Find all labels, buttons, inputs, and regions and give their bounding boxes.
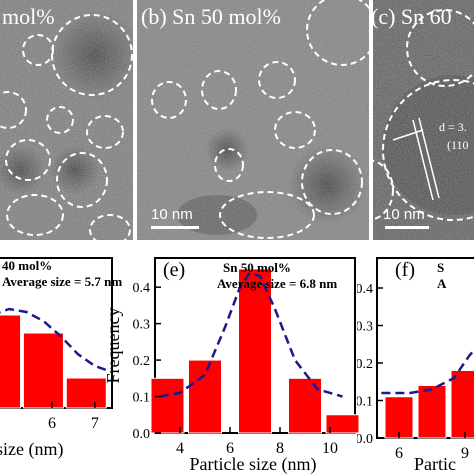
histogram-bar [238,268,272,434]
histogram-f: 6 9 0.0 0.1 0.2 0.3 0.4 S A (f) Partic [357,248,474,474]
x-axis-label: size (nm) [0,439,63,460]
y-tick-label: 0.4 [357,282,373,297]
legend-line-1: S [437,260,444,275]
y-tick-label: 0.3 [357,320,373,335]
gaussian-fit-curve [381,348,474,395]
x-tick-label: 6 [395,445,403,462]
histogram-bar [384,396,414,439]
histogram-d: 6 7 40 mol% Average size = 5.7 nm size (nm) [0,248,133,474]
legend-line-2: Average size = 5.7 nm [2,274,122,289]
particle-outlines-a [0,14,133,240]
y-tick-label: 0.2 [357,357,373,372]
histogram-bar [65,377,107,409]
y-tick-label: 0.1 [357,395,373,410]
scale-label-c: 10 nm [383,206,425,223]
lattice-plane-label: (110 [447,138,469,152]
y-tick-label: 0.2 [133,354,151,369]
histogram-e: 4 6 8 10 0.0 0.1 0.2 0.3 0.4 Sn 50 mol% Average si… [103,248,363,474]
particle-outlines-b [151,0,369,239]
particle-outlines-c [373,9,474,221]
panel-label-a: mol% [2,4,55,29]
lattice-marker-c [392,117,440,201]
histogram-f-svg: 6 9 0.0 0.1 0.2 0.3 0.4 SA (f) Partic [357,257,474,474]
histogram-bar [325,414,360,434]
y-tick-label: 0.3 [133,318,151,333]
y-axis-label: Frequency [103,308,123,384]
x-axis-label: Partic [414,454,456,474]
scale-bar-b [151,226,199,229]
x-tick-label: 6 [48,415,56,432]
histogram-bar [0,314,22,409]
tem-panel-a: mol% [0,0,133,240]
tem-panel-b: (b) Sn 50 mol% 10 nm [137,0,369,240]
legend-line-2: Average size = 6.8 nm [217,276,337,291]
histogram-bar [188,359,222,434]
histogram-bar [150,377,185,434]
x-tick-label: 9 [461,445,469,462]
tem-image-b [137,0,369,240]
tem-image-c [373,0,474,240]
legend-line-1: Sn 50 mol% [223,260,291,275]
lattice-spacing-label: d = 3. [439,120,467,134]
y-tick-label: 0.0 [357,432,373,447]
x-tick-label: 8 [276,440,284,457]
panel-label: (e) [163,259,185,281]
panel-label: (f) [395,259,415,281]
histogram-d-svg: 6 7 40 mol%Average size = 5.7 nm size (nm) [0,257,122,460]
tem-panel-c: (c) Sn 60 d = 3. (110 10 nm [373,0,474,240]
x-axis-label: Particle size (nm) [190,454,317,474]
panel-label-c: (c) Sn 60 [373,4,452,29]
y-tick-label: 0.1 [133,391,151,406]
gaussian-fit-curve [0,307,113,374]
histogram-bar [450,370,474,439]
legend-line-2: A [437,276,447,291]
histogram-e-svg: 4 6 8 10 0.0 0.1 0.2 0.3 0.4 Sn 50 mol%Average si… [103,257,360,474]
y-tick-label: 0.0 [133,427,151,442]
scale-bar-c [385,226,429,229]
panel-label-b: (b) Sn 50 mol% [141,4,281,29]
legend-line-1: 40 mol% [2,258,52,273]
y-tick-label: 0.4 [133,281,151,296]
x-tick-label: 6 [226,440,234,457]
scale-label-b: 10 nm [151,206,193,223]
x-tick-label: 10 [322,440,338,457]
x-tick-label: 4 [176,440,184,457]
x-tick-label: 7 [91,415,99,432]
tem-image-a [0,0,133,240]
histogram-bar [22,332,64,409]
histogram-bar [417,385,447,439]
